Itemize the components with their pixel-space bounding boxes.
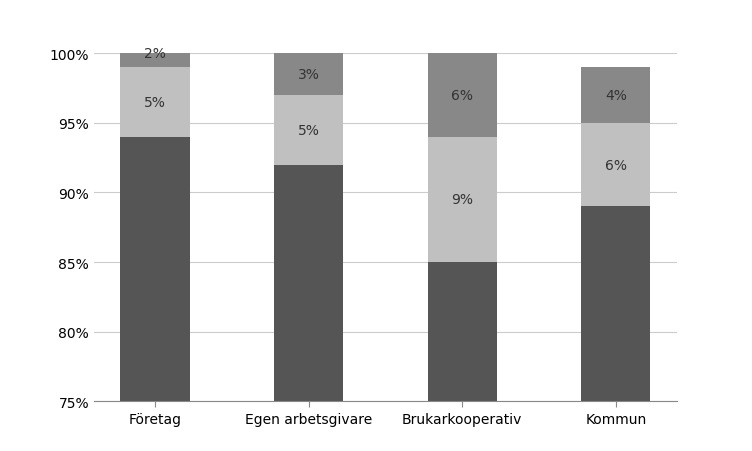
Text: 6%: 6% bbox=[451, 89, 473, 103]
Text: 4%: 4% bbox=[605, 89, 626, 103]
Text: 2%: 2% bbox=[144, 47, 166, 61]
Text: 6%: 6% bbox=[605, 158, 626, 172]
Bar bbox=[274, 54, 343, 96]
Bar bbox=[120, 138, 190, 451]
Bar bbox=[274, 165, 343, 451]
Bar bbox=[428, 138, 497, 262]
Bar bbox=[581, 68, 650, 124]
Text: 3%: 3% bbox=[298, 68, 320, 82]
Bar bbox=[120, 68, 190, 138]
Bar bbox=[428, 262, 497, 451]
Bar bbox=[274, 96, 343, 165]
Bar bbox=[581, 207, 650, 451]
Text: 5%: 5% bbox=[298, 124, 320, 138]
Bar bbox=[581, 124, 650, 207]
Bar bbox=[428, 54, 497, 138]
Bar bbox=[120, 40, 190, 68]
Text: 5%: 5% bbox=[144, 96, 166, 110]
Text: 9%: 9% bbox=[451, 193, 473, 207]
